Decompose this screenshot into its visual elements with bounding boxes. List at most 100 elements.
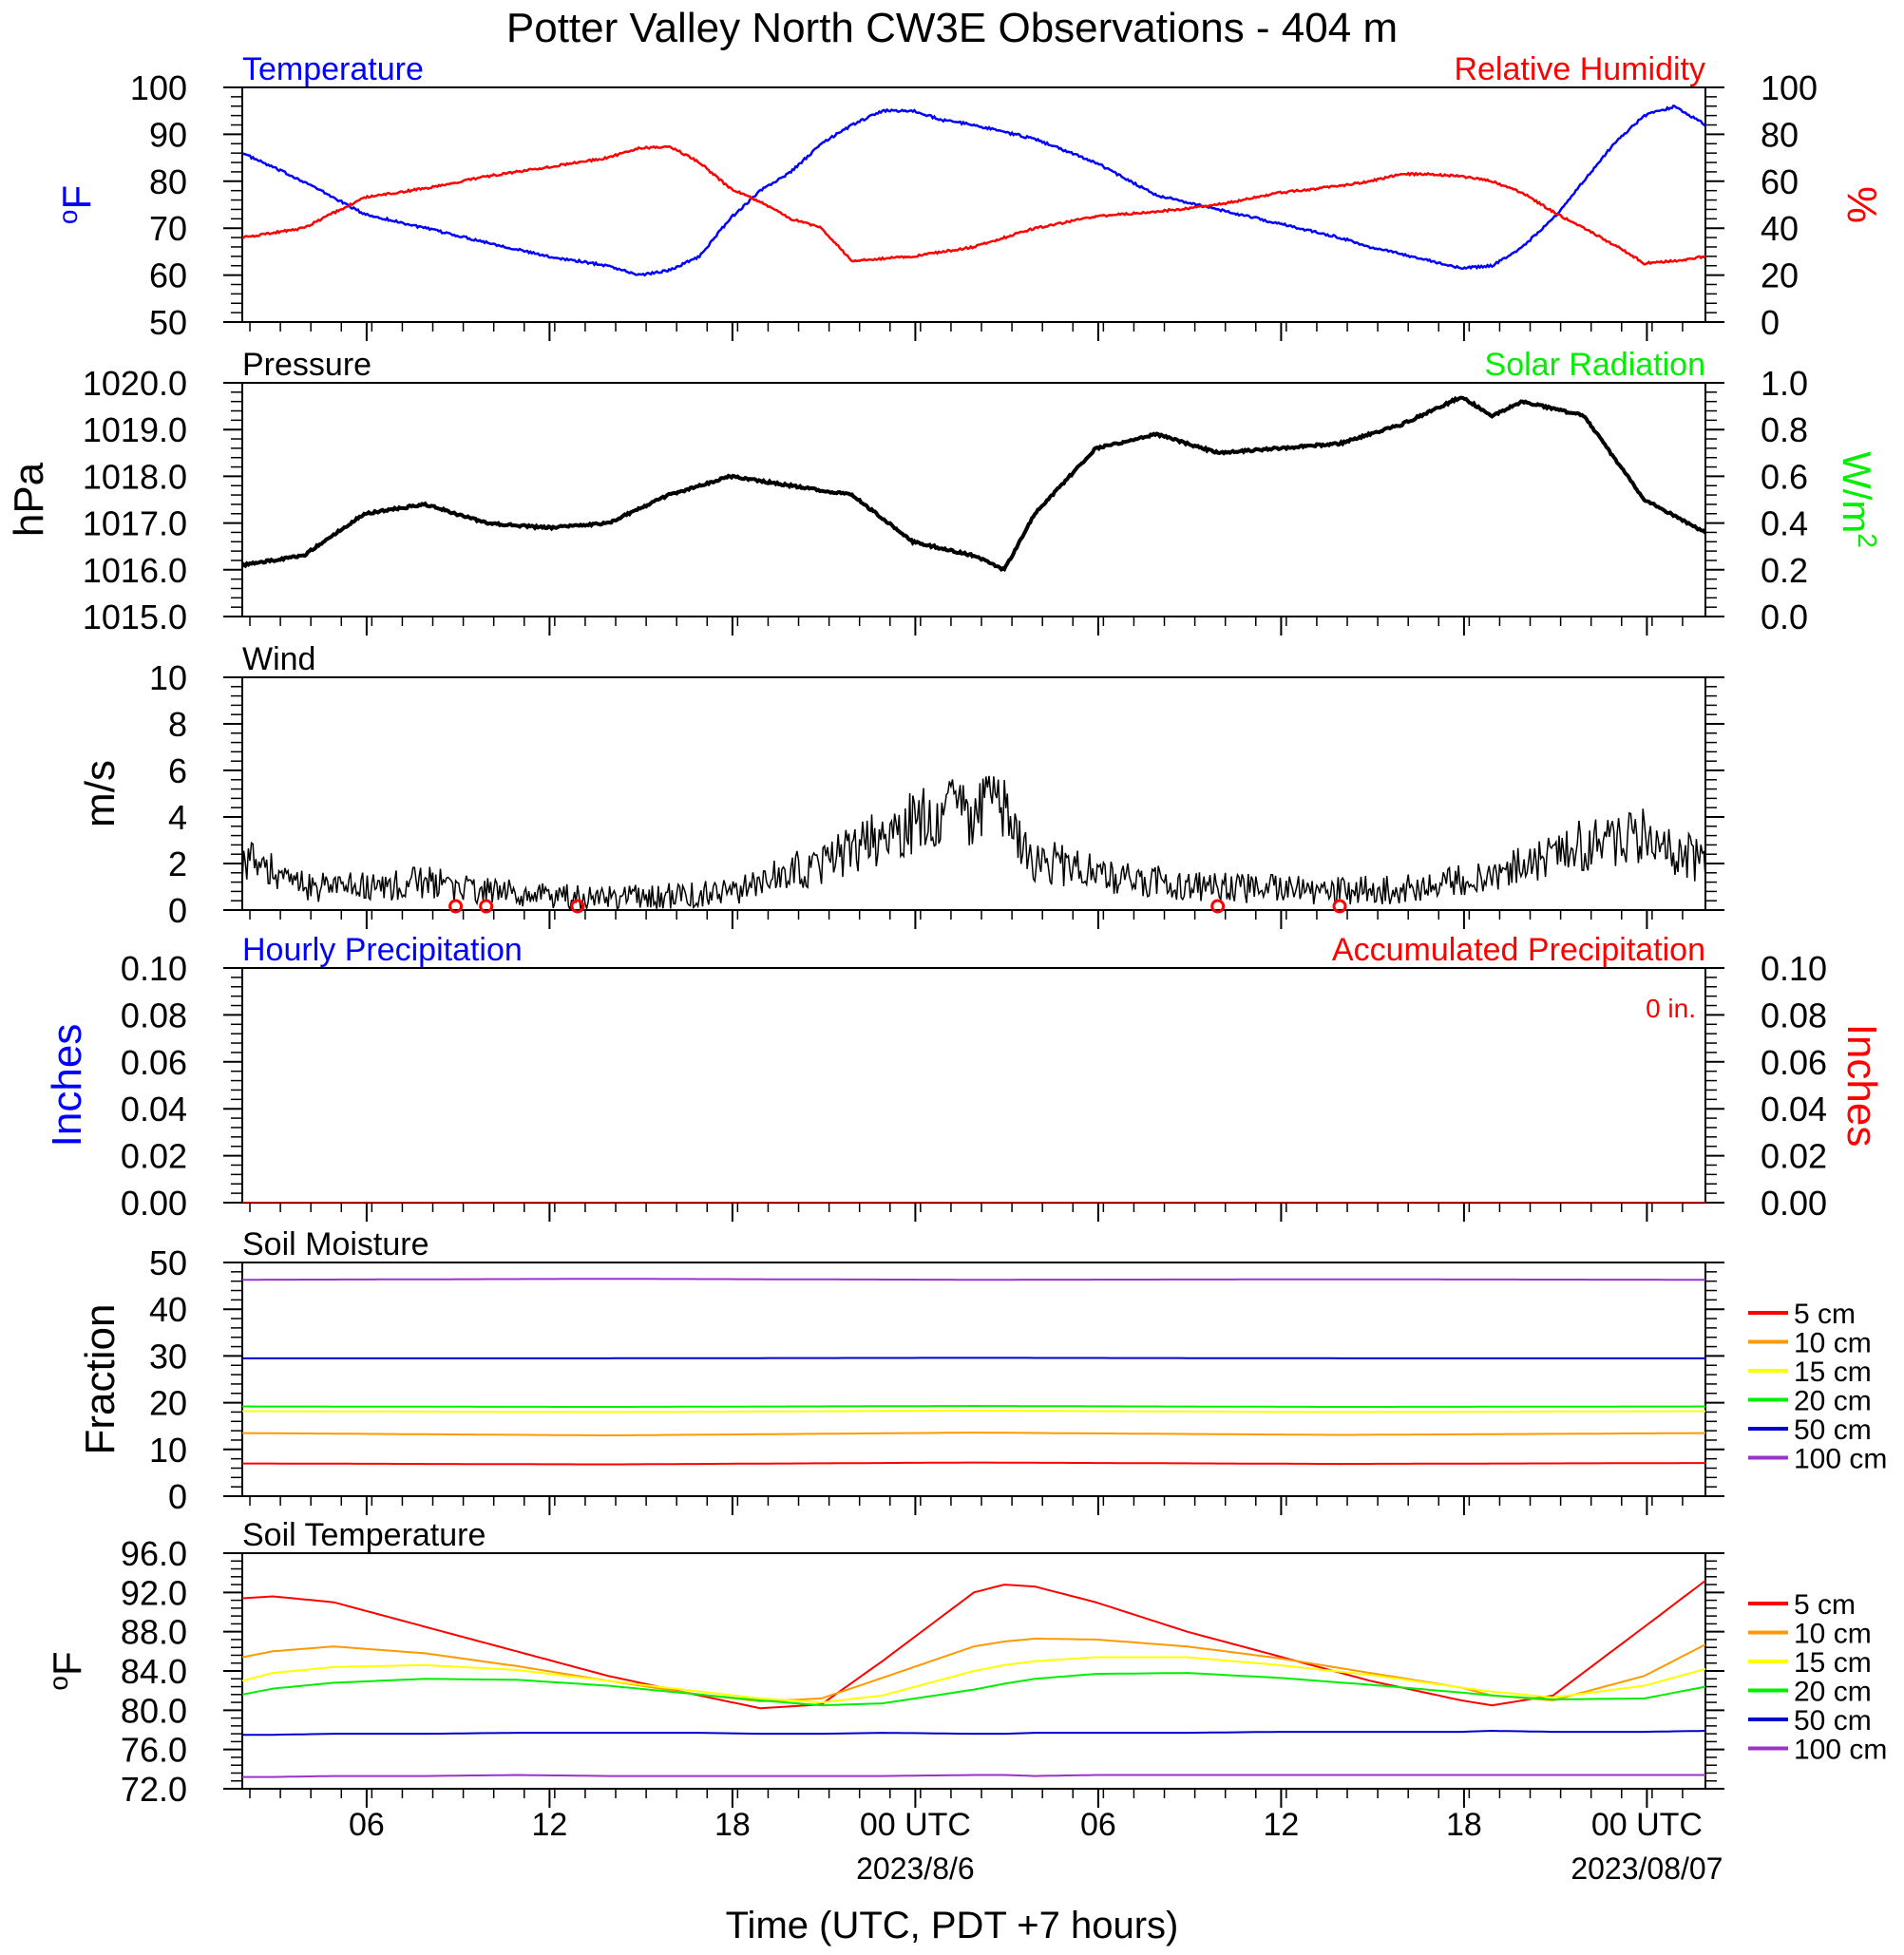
y-tick-label-right: 0.4 [1761,504,1808,543]
y-tick-label-right: 40 [1761,209,1799,248]
y-tick-label-left: 0.10 [121,949,187,988]
y-tick-label-right: 0 [1761,303,1780,342]
y-axis-label-left: Fraction [77,1304,124,1455]
y-axis-label-left: hPa [6,462,52,537]
x-tick-label: 06 [1080,1807,1116,1843]
panel-title-right: Solar Radiation [1485,347,1705,383]
y-tick-label-left: 1020.0 [83,364,187,403]
series-line-5-cm [242,1580,1705,1710]
y-axis-label-left: oF [53,185,99,224]
panel-temperature_rh: 100 90 80 70 60 50 100 80 60 40 20 0 Temperature Rela… [53,51,1885,342]
y-tick-label-right: 0.00 [1761,1184,1827,1223]
y-tick-label-right: 100 [1761,68,1818,107]
series-line-100-cm [242,1278,1705,1281]
y-tick-label-left: 0.06 [121,1043,187,1082]
panel-annotation: 0 in. [1646,994,1696,1023]
x-tick-label: 00 UTC [860,1807,971,1843]
y-tick-label-left: 50 [149,303,187,342]
y-axis-label-right: Inches [1838,1024,1885,1148]
y-tick-label-left: 0.00 [121,1184,187,1223]
legend-label: 5 cm [1794,1299,1856,1330]
legend-label: 50 cm [1794,1705,1872,1737]
x-date-label: 2023/08/07 [1571,1851,1723,1886]
series-line-50-cm [242,1729,1705,1737]
y-tick-label-left: 30 [149,1337,187,1376]
y-tick-label-left: 70 [149,209,187,248]
y-tick-label-left: 100 [130,68,187,107]
y-tick-label-right: 0.10 [1761,949,1827,988]
y-tick-label-left: 0.04 [121,1090,187,1129]
panel-pressure: 1020.0 1019.0 1018.0 1017.0 1016.0 1015.0 1.0 0… [6,347,1882,636]
legend-label: 20 cm [1794,1677,1872,1708]
legend-label: 20 cm [1794,1386,1872,1417]
y-tick-label-right: 0.0 [1761,598,1808,636]
y-tick-label-left: 92.0 [121,1573,187,1612]
panel-title-left: Soil Temperature [242,1517,486,1553]
y-tick-label-left: 40 [149,1290,187,1329]
panel-title-right: Accumulated Precipitation [1332,932,1705,968]
y-tick-label-left: 0 [168,1477,187,1516]
y-tick-label-left: 1016.0 [83,551,187,590]
calm-wind-marker [570,899,585,914]
legend-label: 10 cm [1794,1328,1872,1359]
y-tick-label-left: 2 [168,845,187,883]
x-date-label: 2023/8/6 [856,1851,975,1886]
series-line-20-cm [242,1404,1705,1408]
y-tick-label-left: 60 [149,256,187,295]
panel-precipitation: 0.10 0.08 0.06 0.04 0.02 0.00 0.10 0.08 0.06 0.04… [44,932,1885,1223]
panel-title-left: Soil Moisture [242,1226,429,1262]
y-tick-label-left: 80 [149,162,187,201]
legend-label: 100 cm [1794,1735,1887,1766]
x-tick-label: 06 [349,1807,385,1843]
y-tick-label-left: 1019.0 [83,410,187,449]
y-tick-label-left: 1015.0 [83,598,187,636]
series-line-5-cm [242,1461,1705,1466]
legend-label: 15 cm [1794,1647,1872,1679]
y-tick-label-left: 10 [149,658,187,697]
series-line-relative-humidity [242,144,1705,266]
y-tick-label-right: 1.0 [1761,364,1808,403]
y-tick-label-left: 6 [168,751,187,790]
y-axis-label-left: oF [44,1651,89,1690]
series-line-100-cm [242,1774,1705,1778]
panel-title-left: Hourly Precipitation [242,932,523,968]
y-tick-label-right: 0.06 [1761,1043,1827,1082]
y-tick-label-right: 80 [1761,115,1799,154]
x-tick-label: 18 [714,1807,751,1843]
plot-frame [241,1262,1706,1497]
legend-label: 15 cm [1794,1357,1872,1388]
y-tick-label-left: 8 [168,705,187,744]
plot-frame [241,382,1706,617]
series-line-temperature [242,104,1705,277]
y-tick-label-left: 4 [168,798,187,837]
panel-wind: 10 8 6 4 2 0 Wind m/s [77,641,1724,930]
y-axis-label-right: % [1838,186,1885,223]
calm-wind-marker [448,899,464,914]
x-tick-label: 18 [1446,1807,1482,1843]
y-tick-label-right: 60 [1761,162,1799,201]
y-tick-label-left: 20 [149,1384,187,1423]
series-line-15-cm [242,1410,1705,1414]
y-tick-label-left: 72.0 [121,1770,187,1809]
series-line-10-cm [242,1432,1705,1436]
x-axis-label: Time (UTC, PDT +7 hours) [726,1905,1179,1946]
y-tick-label-left: 88.0 [121,1613,187,1652]
y-tick-label-left: 0.08 [121,996,187,1034]
panel-title-left: Wind [242,641,315,677]
legend-label: 5 cm [1794,1589,1856,1621]
x-axis: 06 12 18 00 UTC 06 12 18 00 UTC 2023/8/6 2023/08/… [349,1807,1723,1886]
series-line-15-cm [242,1656,1705,1704]
panel-title-right: Relative Humidity [1454,51,1705,87]
y-axis-label-left: Inches [44,1024,90,1148]
plot-frame [241,86,1706,323]
y-tick-label-left: 10 [149,1431,187,1470]
legend-label: 10 cm [1794,1619,1872,1650]
y-tick-label-right: 0.02 [1761,1137,1827,1176]
legend-label: 50 cm [1794,1414,1872,1446]
y-tick-label-right: 0.8 [1761,410,1808,449]
y-tick-label-left: 1018.0 [83,457,187,496]
y-tick-label-left: 0 [168,891,187,930]
